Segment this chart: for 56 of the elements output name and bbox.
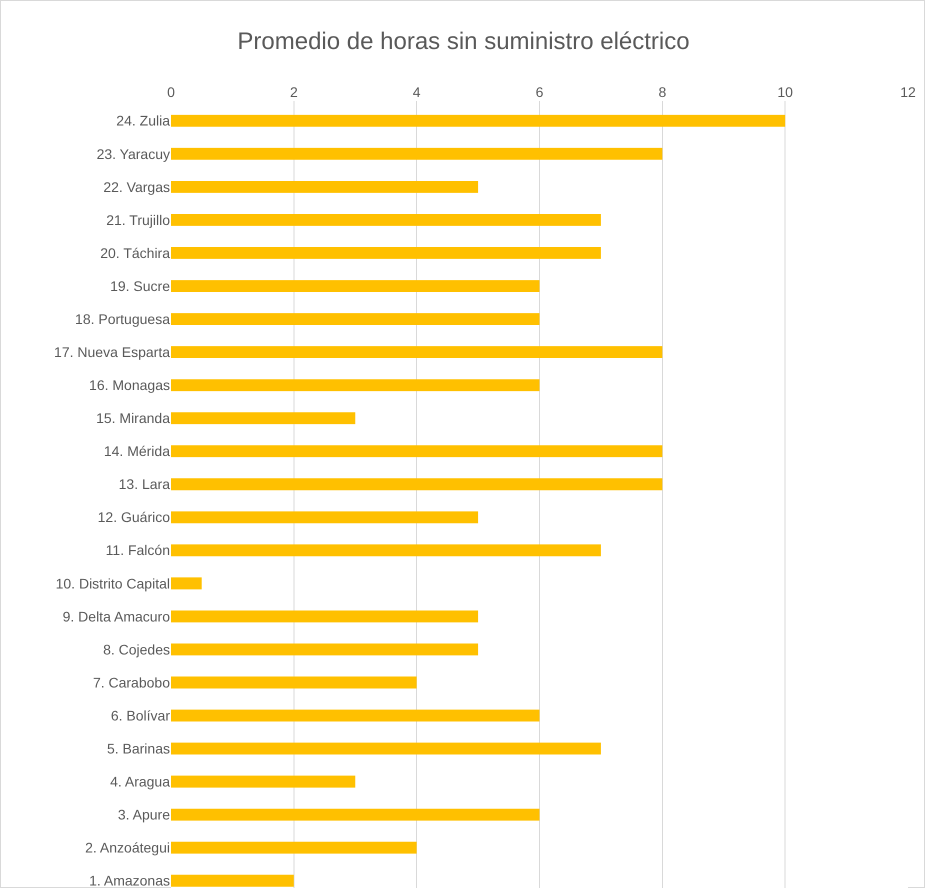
bar xyxy=(171,644,478,656)
y-tick-label: 15. Miranda xyxy=(96,410,170,426)
chart-title: Promedio de horas sin suministro eléctrico xyxy=(237,28,690,55)
bar xyxy=(171,842,417,854)
bar xyxy=(171,313,540,326)
bar xyxy=(171,280,540,292)
x-tick-label: 10 xyxy=(777,84,794,100)
y-tick-label: 4. Aragua xyxy=(110,774,170,790)
y-tick-label: 1. Amazonas xyxy=(89,872,170,888)
y-tick-label: 10. Distrito Capital xyxy=(56,575,170,592)
y-tick-label: 14. Mérida xyxy=(104,443,170,460)
x-tick-label: 2 xyxy=(290,84,298,100)
bar xyxy=(171,379,540,392)
bar xyxy=(171,445,662,458)
y-tick-label: 19. Sucre xyxy=(110,278,170,294)
y-tick-label: 12. Guárico xyxy=(98,509,170,526)
y-tick-label: 9. Delta Amacuro xyxy=(62,608,170,624)
bar xyxy=(171,676,417,688)
y-tick-label: 18. Portuguesa xyxy=(75,310,170,327)
y-tick-label: 22. Vargas xyxy=(103,178,170,195)
bar xyxy=(171,577,202,590)
bar xyxy=(171,511,478,524)
y-tick-label: 7. Carabobo xyxy=(92,674,170,690)
y-tick-label: 13. Lara xyxy=(118,476,170,492)
bar xyxy=(171,776,356,788)
x-tick-label: 0 xyxy=(167,84,176,100)
y-tick-label: 2. Anzoátegui xyxy=(85,840,170,856)
y-tick-label: 20. Táchira xyxy=(100,244,170,261)
bar xyxy=(171,247,601,259)
bar xyxy=(171,412,356,424)
y-tick-label: 23. Yaracuy xyxy=(96,146,170,162)
y-tick-label: 6. Bolívar xyxy=(110,707,170,724)
bar xyxy=(171,346,662,358)
bar xyxy=(171,874,294,887)
x-tick-label: 4 xyxy=(412,84,421,100)
y-tick-label: 8. Cojedes xyxy=(103,641,170,658)
bar xyxy=(171,214,601,226)
y-tick-label: 16. Monagas xyxy=(89,377,170,394)
bar xyxy=(171,544,601,556)
x-tick-label: 6 xyxy=(536,84,544,100)
y-tick-label: 3. Apure xyxy=(118,806,170,823)
bar xyxy=(171,808,540,821)
y-tick-label: 11. Falcón xyxy=(106,542,170,558)
y-tick-label: 24. Zulia xyxy=(116,112,170,129)
x-tick-label: 8 xyxy=(658,84,666,100)
bar xyxy=(171,610,478,622)
bar xyxy=(171,114,786,127)
bar xyxy=(171,478,662,490)
bar xyxy=(171,180,478,193)
bar xyxy=(171,148,662,160)
bar xyxy=(171,742,601,755)
x-tick-label: 12 xyxy=(900,84,916,100)
y-tick-label: 17. Nueva Esparta xyxy=(54,344,170,360)
y-tick-label: 21. Trujillo xyxy=(106,212,170,228)
y-tick-label: 5. Barinas xyxy=(106,740,170,756)
bar xyxy=(171,710,540,722)
